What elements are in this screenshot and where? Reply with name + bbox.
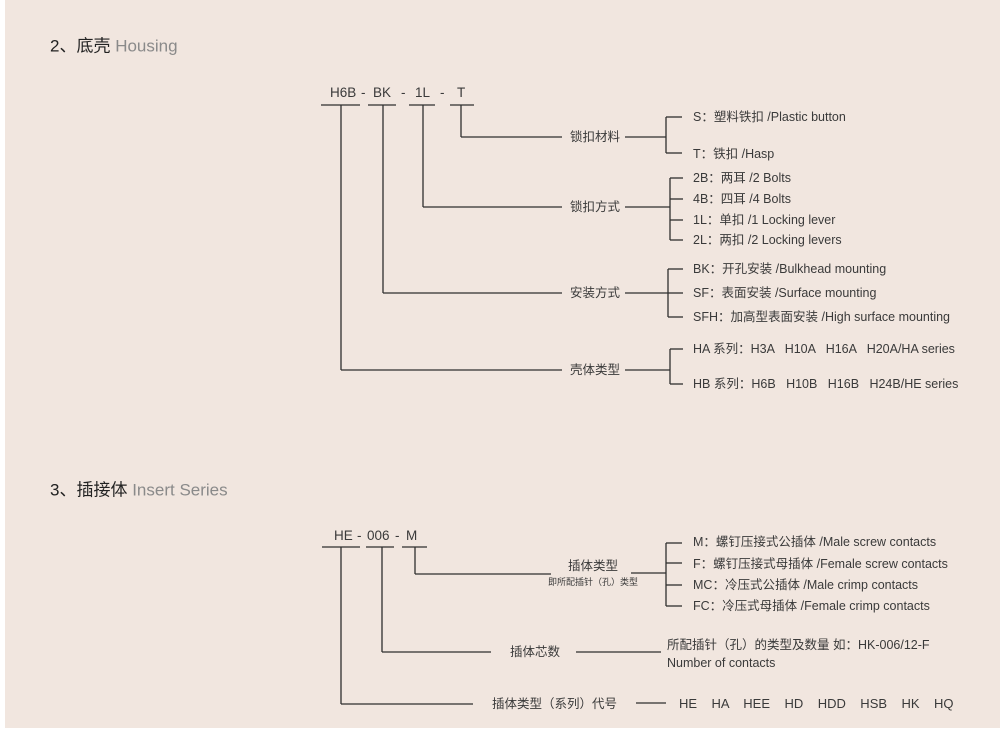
code-part: H6B bbox=[330, 85, 357, 100]
option-item: HB 系列：H6B H10B H16B H24B/HE series bbox=[693, 377, 959, 391]
code-part: T bbox=[457, 85, 466, 100]
option-item: BK：开孔安装 /Bulkhead mounting bbox=[693, 262, 887, 276]
option-item: M：螺钉压接式公插体 /Male screw contacts bbox=[693, 535, 937, 549]
group-label: 插体芯数 bbox=[510, 645, 561, 659]
title-english: Housing bbox=[115, 36, 178, 56]
count-description-en: Number of contacts bbox=[667, 656, 776, 670]
series-codes: HE HA HEE HD HDD HSB HK HQ bbox=[679, 696, 954, 711]
code-dash: - bbox=[401, 85, 406, 100]
code-dash: - bbox=[395, 528, 400, 543]
code-part: BK bbox=[373, 85, 392, 100]
title-number: 3、插接体 bbox=[50, 480, 128, 500]
option-item: 4B：四耳 /4 Bolts bbox=[693, 192, 791, 206]
group-label: 插体类型 bbox=[568, 559, 619, 573]
code-part: 006 bbox=[367, 528, 390, 543]
option-item: F：螺钉压接式母插体 /Female screw contacts bbox=[693, 557, 948, 571]
option-item: MC：冷压式公插体 /Male crimp contacts bbox=[693, 578, 919, 592]
group-label: 安装方式 bbox=[570, 286, 621, 300]
option-item: SFH：加高型表面安装 /High surface mounting bbox=[693, 310, 951, 324]
title-number: 2、底壳 bbox=[50, 36, 111, 56]
group-sublabel: 即所配插针（孔）类型 bbox=[548, 577, 639, 587]
page-canvas bbox=[5, 0, 1000, 728]
section-title-insert: 3、插接体 Insert Series bbox=[50, 476, 228, 501]
option-item: 2B：两耳 /2 Bolts bbox=[693, 171, 791, 185]
connector-lines bbox=[321, 104, 683, 705]
group-label: 插体类型（系列）代号 bbox=[492, 697, 618, 711]
title-english: Insert Series bbox=[132, 480, 228, 500]
group-label: 锁扣材料 bbox=[570, 130, 621, 144]
option-item: SF：表面安装 /Surface mounting bbox=[693, 286, 877, 300]
option-item: T：铁扣 /Hasp bbox=[693, 147, 775, 161]
option-item: S：塑料铁扣 /Plastic button bbox=[693, 110, 846, 124]
section-title-housing: 2、底壳 Housing bbox=[50, 32, 178, 57]
group-label: 壳体类型 bbox=[570, 363, 621, 377]
option-item: 2L：两扣 /2 Locking levers bbox=[693, 233, 842, 247]
code-dash: - bbox=[440, 85, 445, 100]
code-dash: - bbox=[361, 85, 366, 100]
option-item: HA 系列：H3A H10A H16A H20A/HA series bbox=[693, 342, 955, 356]
code-part: 1L bbox=[415, 85, 431, 100]
option-item: FC：冷压式母插体 /Female crimp contacts bbox=[693, 599, 930, 613]
code-part: HE bbox=[334, 528, 353, 543]
code-part: M bbox=[406, 528, 418, 543]
option-item: 1L：单扣 /1 Locking lever bbox=[693, 213, 836, 227]
code-dash: - bbox=[357, 528, 362, 543]
count-description-cn: 所配插针（孔）的类型及数量 如：HK-006/12-F bbox=[667, 638, 930, 652]
group-label: 锁扣方式 bbox=[570, 200, 621, 214]
